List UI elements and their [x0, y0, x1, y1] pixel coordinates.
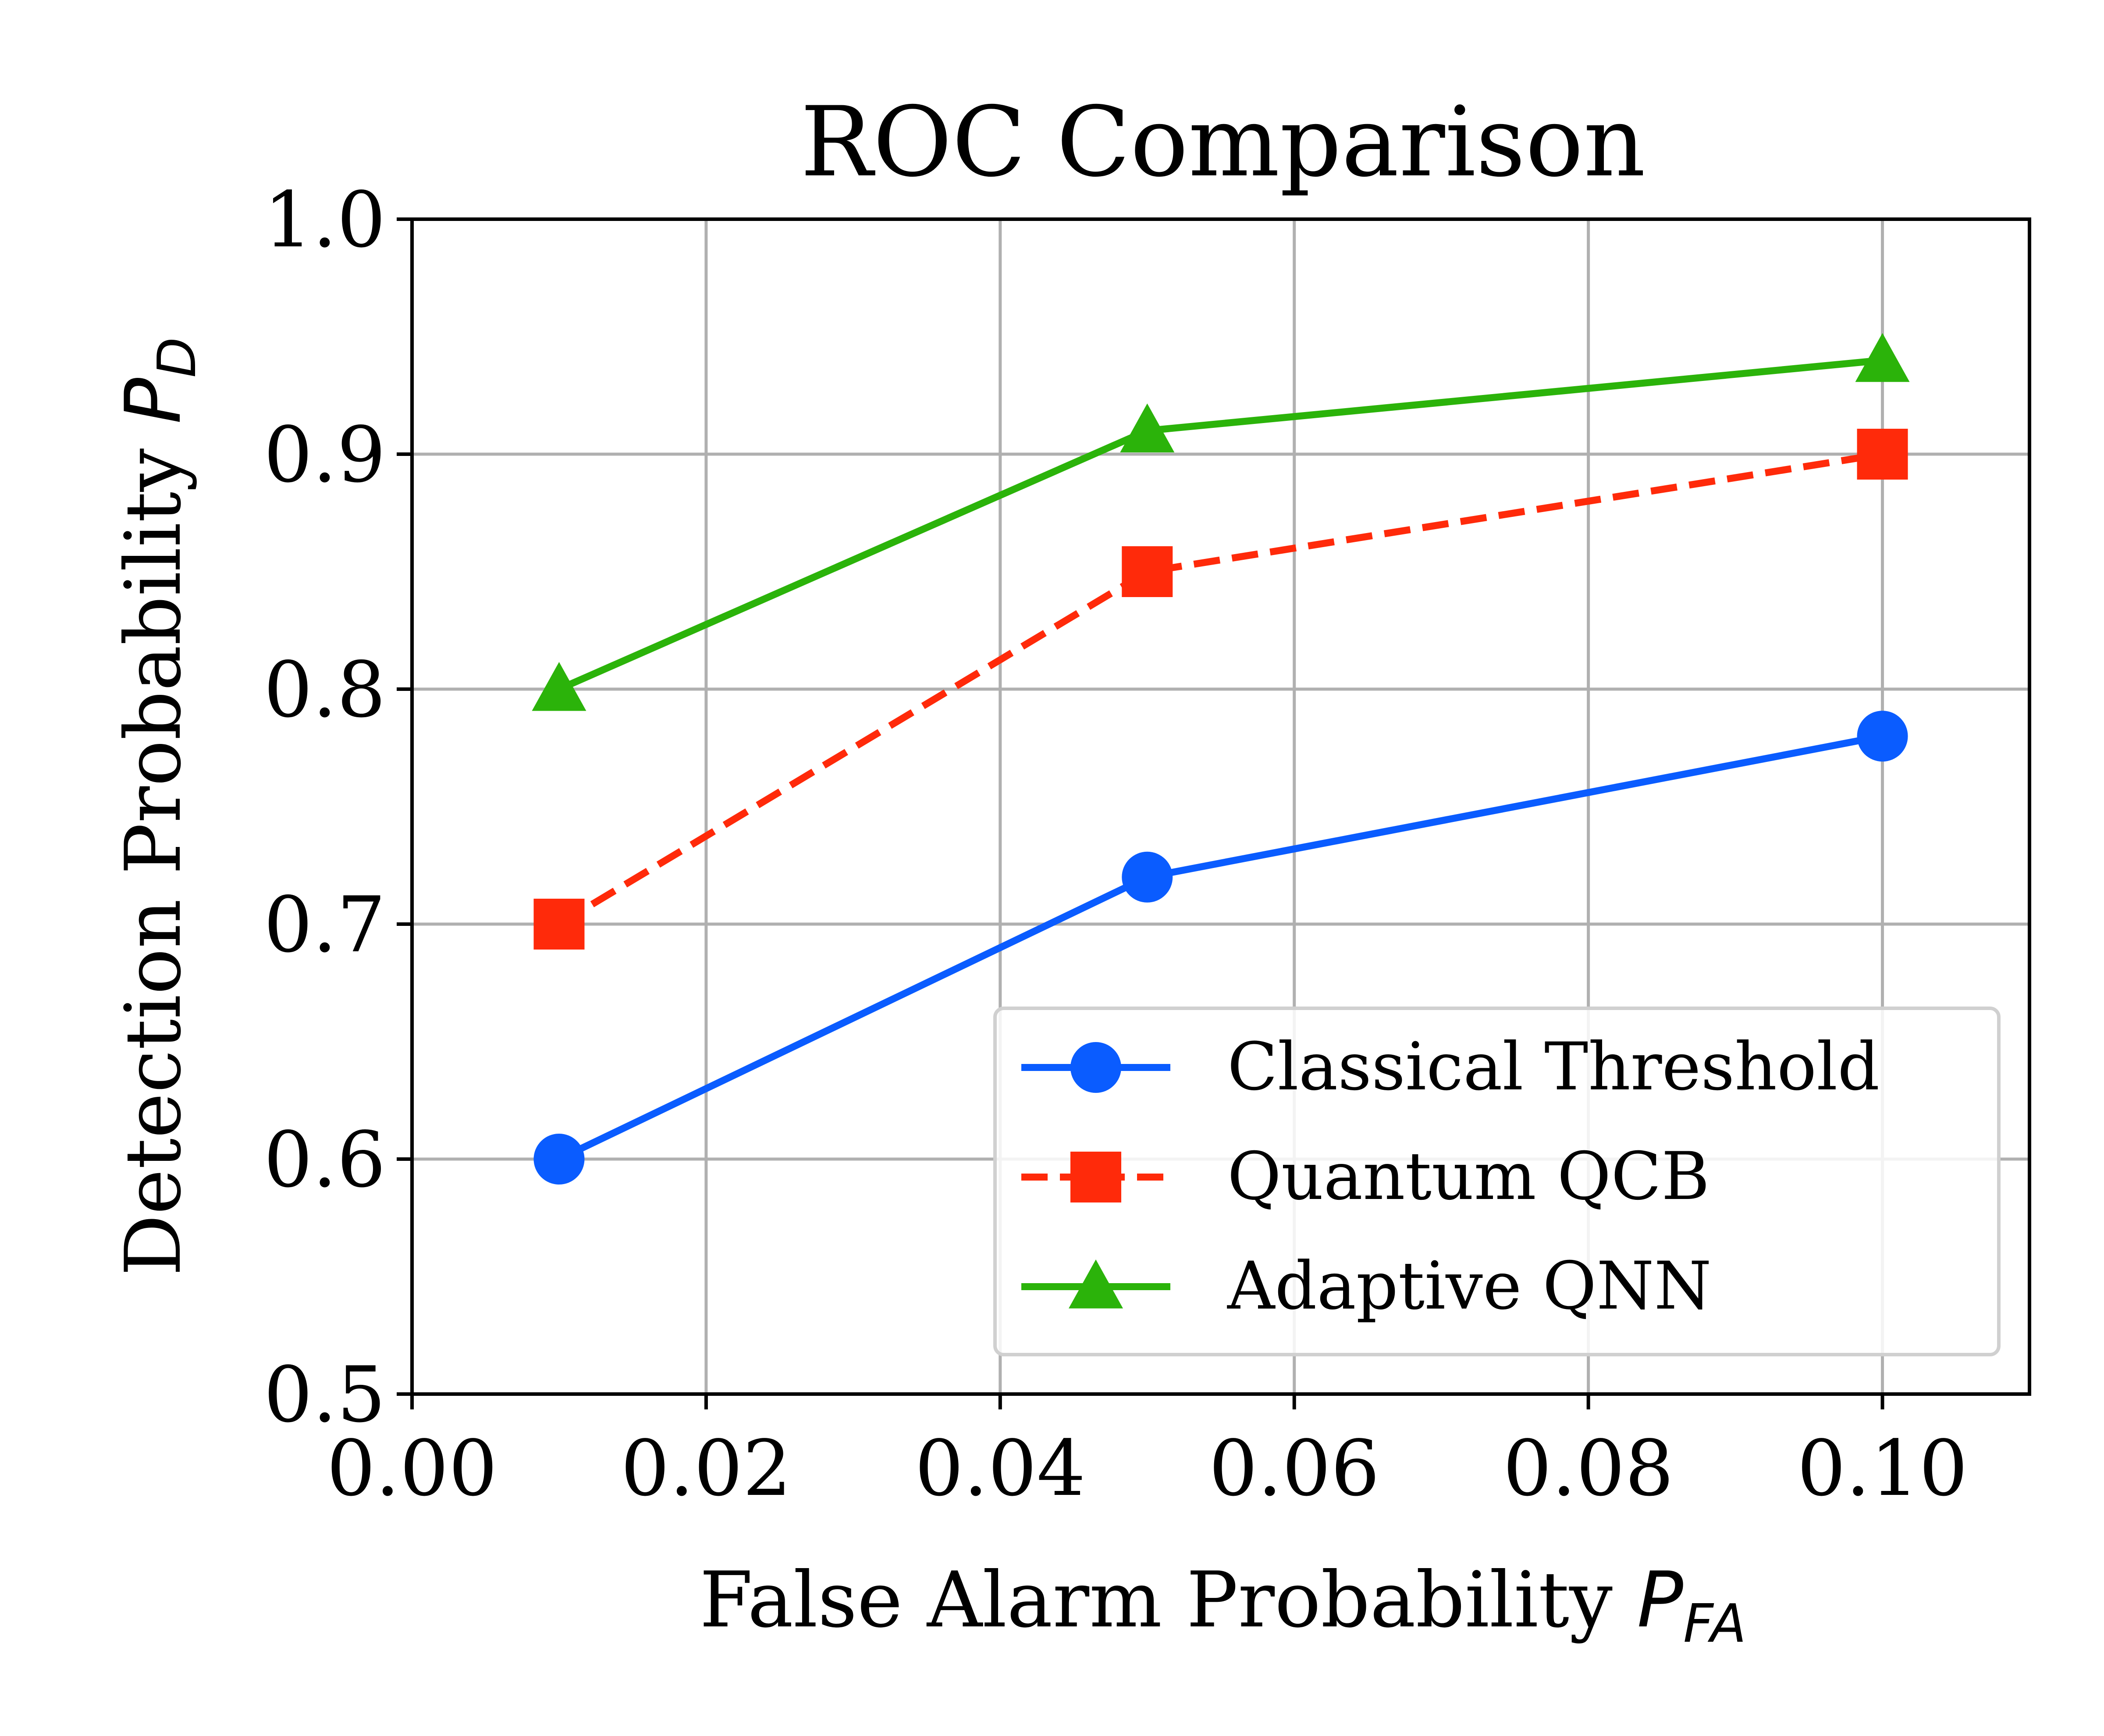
- data-point-quantum-qcb: [533, 899, 585, 950]
- y-axis-label: Detection Probability PD: [109, 337, 208, 1276]
- y-axis-label-main: Detection Probability: [109, 424, 198, 1276]
- data-point-adaptive-qnn: [532, 662, 586, 711]
- x-axis-label-subscript: FA: [1683, 1594, 1746, 1654]
- legend-marker: [1069, 1259, 1123, 1309]
- series-layer: [532, 333, 1910, 1185]
- data-point-quantum-qcb: [1857, 429, 1908, 480]
- x-axis-label: False Alarm Probability PFA: [700, 1556, 1746, 1654]
- legend-label: Classical Threshold: [1227, 1029, 1880, 1105]
- data-point-classical-threshold: [1857, 711, 1908, 762]
- series-quantum-qcb: [533, 429, 1908, 950]
- series-line-adaptive-qnn: [558, 356, 1883, 693]
- series-adaptive-qnn: [532, 333, 1910, 711]
- x-axis-ticks: 0.00 0.02 0.04 0.06 0.08 0.10: [327, 1394, 1968, 1513]
- x-tick-label: 0.10: [1797, 1424, 1968, 1513]
- chart-title: ROC Comparison: [800, 86, 1646, 198]
- x-tick-label: 0.06: [1209, 1424, 1380, 1513]
- data-point-classical-threshold: [1122, 851, 1173, 903]
- legend-marker: [1070, 1152, 1121, 1202]
- data-point-adaptive-qnn: [1120, 403, 1175, 452]
- y-tick-label: 0.7: [264, 881, 386, 970]
- y-tick-label: 0.8: [264, 646, 386, 735]
- x-tick-label: 0.04: [915, 1424, 1086, 1513]
- x-tick-label: 0.02: [621, 1424, 792, 1513]
- legend: Classical Threshold Quantum QCB Adaptive Q…: [993, 1007, 2001, 1356]
- y-tick-label: 1.0: [264, 176, 386, 265]
- y-tick-label: 0.6: [264, 1116, 386, 1205]
- y-axis-label-symbol: P: [109, 377, 198, 424]
- x-tick-label: 0.08: [1503, 1424, 1674, 1513]
- y-tick-label: 0.9: [264, 411, 386, 500]
- legend-label: Quantum QCB: [1227, 1138, 1710, 1215]
- legend-item: Quantum QCB: [1021, 1138, 1710, 1215]
- y-tick-label: 0.5: [264, 1351, 386, 1440]
- series-classical-threshold: [533, 711, 1908, 1185]
- x-axis-label-symbol: P: [1637, 1556, 1684, 1645]
- legend-item: Adaptive QNN: [1021, 1248, 1712, 1324]
- y-axis-ticks: 0.5 0.6 0.7 0.8 0.9 1.0: [264, 176, 412, 1440]
- plot-frame: [410, 217, 2031, 1396]
- legend-marker: [1070, 1042, 1121, 1093]
- legend-box: [993, 1007, 2001, 1356]
- y-axis-label-subscript: D: [147, 337, 208, 377]
- x-axis-label-main: False Alarm Probability: [700, 1556, 1637, 1645]
- data-point-classical-threshold: [533, 1134, 585, 1185]
- data-point-quantum-qcb: [1122, 546, 1173, 597]
- x-tick-label: 0.00: [327, 1424, 498, 1513]
- series-line-quantum-qcb: [557, 451, 1883, 927]
- data-point-adaptive-qnn: [1855, 333, 1910, 382]
- legend-label: Adaptive QNN: [1227, 1248, 1712, 1324]
- legend-item: Classical Threshold: [1021, 1029, 1880, 1105]
